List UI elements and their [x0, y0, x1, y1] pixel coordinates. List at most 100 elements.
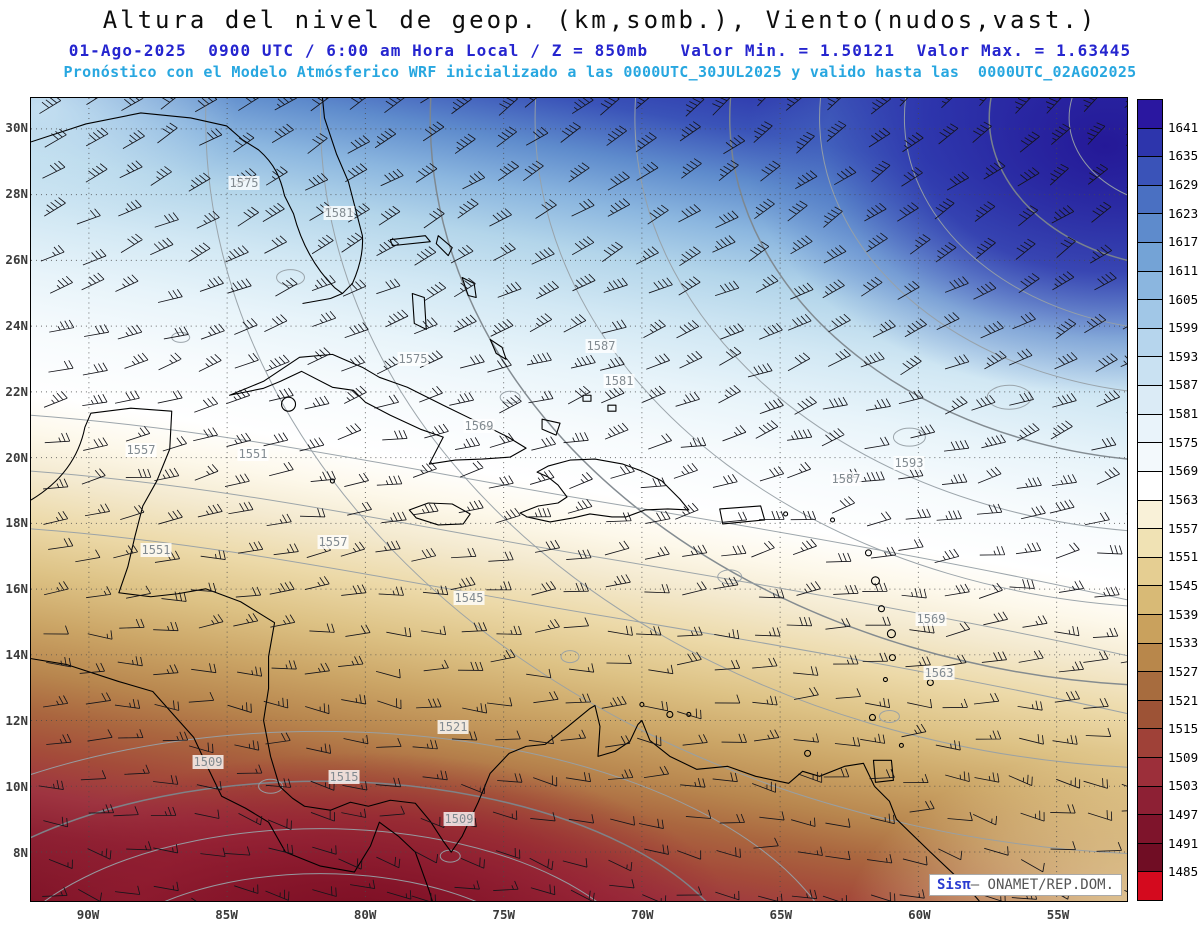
colorbar-tick-label: 1521: [1168, 692, 1199, 708]
colorbar-tick-label: 1491: [1168, 835, 1199, 851]
contour-value-label: 1509: [192, 755, 224, 769]
colorbar-tick-label: 1515: [1168, 721, 1199, 737]
colorbar-segment: [1138, 556, 1162, 586]
colorbar-segment: [1138, 757, 1162, 786]
colorbar-tick-label: 1545: [1168, 577, 1199, 593]
lon-tick-label: 90W: [76, 907, 100, 922]
colorbar-segment: [1138, 242, 1162, 271]
contour-value-label: 1581: [603, 374, 635, 388]
colorbar-tick-label: 1509: [1168, 749, 1199, 765]
coastline-puerto-rico: [719, 505, 766, 525]
colorbar-segment: [1138, 528, 1162, 557]
lon-tick-label: 75W: [492, 907, 515, 922]
chart-title: Altura del nivel de geop. (km,somb.), Vi…: [102, 6, 1098, 34]
colorbar-tick-label: 1503: [1168, 778, 1199, 794]
contour-value-label: 1557: [317, 535, 349, 549]
colorbar-segment: [1138, 270, 1162, 300]
colorbar-segment: [1138, 814, 1162, 843]
colorbar-tick-label: 1485: [1168, 864, 1199, 880]
watermark-text: – ONAMET/REP.DOM.: [970, 877, 1114, 893]
colorbar-tick-label: 1599: [1168, 320, 1199, 336]
colorbar-tick-label: 1551: [1168, 549, 1199, 565]
lon-tick-label: 60W: [908, 907, 931, 922]
watermark: Sisπ– ONAMET/REP.DOM.: [928, 874, 1122, 896]
colorbar-segment: [1138, 413, 1162, 443]
colorbar-segment: [1138, 671, 1162, 700]
colorbar-segment: [1138, 613, 1162, 643]
contour-lines: [31, 98, 1127, 901]
colorbar-segment: [1138, 100, 1162, 128]
coastline-central-south-america: [31, 407, 980, 901]
coastline-hispaniola: [519, 458, 690, 523]
contour-value-label: 1587: [585, 339, 617, 353]
colorbar-segment: [1138, 299, 1162, 328]
colorbar-segment: [1138, 156, 1162, 185]
colorbar-segment: [1138, 585, 1162, 614]
grid-lines: [31, 98, 1127, 901]
coastline-isla-juventud: [280, 396, 297, 412]
lat-tick-label: 30N: [5, 120, 28, 135]
colorbar-tick-label: 1635: [1168, 148, 1199, 164]
chart-subtitle-model: Pronóstico con el Modelo Atmósferico WRF…: [63, 63, 1137, 81]
colorbar-tick-label: 1539: [1168, 606, 1199, 622]
lat-tick-label: 26N: [5, 251, 28, 267]
colorbar-segment: [1138, 699, 1162, 729]
contour-value-label: 1509: [443, 812, 475, 826]
lat-tick-label: 12N: [5, 713, 28, 729]
colorbar-tick-label: 1611: [1168, 262, 1199, 278]
contour-value-label: 1581: [323, 206, 355, 220]
colorbar-tick-label: 1557: [1168, 520, 1199, 536]
contour-value-label: 1521: [437, 720, 469, 734]
colorbar-segment: [1138, 470, 1162, 500]
coastline-cuba: [229, 353, 527, 465]
wind-barbs: [38, 98, 1127, 901]
colorbar-tick-label: 1569: [1168, 463, 1199, 479]
coastline-bahamas: [389, 235, 617, 436]
colorbar-tick-label: 1593: [1168, 348, 1199, 364]
colorbar-tick-label: 1527: [1168, 663, 1199, 679]
colorbar-tick-label: 1581: [1168, 406, 1199, 422]
chart-subtitle-validtime: 01-Ago-2025 0900 UTC / 6:00 am Hora Loca…: [68, 41, 1132, 60]
colorbar-tick-label: 1623: [1168, 205, 1199, 221]
contour-value-label: 1515: [328, 770, 360, 784]
map-canvas: 1575 1581 1575 1587 1581 1569 1557 1551 1593 1587…: [30, 97, 1128, 902]
coastline-jamaica: [408, 502, 471, 526]
colorbar-segment: [1138, 728, 1162, 758]
colorbar-segment: [1138, 184, 1162, 214]
coastline-pacific: [31, 658, 433, 901]
contour-value-label: 1569: [463, 419, 495, 433]
contour-value-label: 1575: [397, 352, 429, 366]
colorbar-segment: [1138, 127, 1162, 157]
colorbar-segment: [1138, 785, 1162, 815]
contour-value-label: 1563: [923, 666, 955, 680]
contour-value-label: 1545: [453, 591, 485, 605]
colorbar-tick-label: 1587: [1168, 377, 1199, 393]
coastline-trinidad: [872, 759, 894, 783]
colorbar-tick-label: 1629: [1168, 176, 1199, 192]
colorbar-tick-label: 1533: [1168, 635, 1199, 651]
colorbar-tick-label: 1575: [1168, 434, 1199, 450]
colorbar-segment: [1138, 385, 1162, 414]
lat-tick-label: 10N: [5, 779, 28, 794]
colorbar-segment: [1138, 499, 1162, 529]
lat-tick-label: 16N: [5, 581, 28, 597]
coastline-us-florida: [31, 98, 364, 305]
colorbar-tick-label: 1617: [1168, 234, 1199, 250]
colorbar-tick-label: 1641: [1168, 119, 1199, 135]
lat-tick-label: 28N: [5, 185, 28, 201]
contour-value-label: 1551: [237, 447, 269, 461]
lat-tick-label: 8N: [12, 844, 28, 860]
colorbar-tick-label: 1497: [1168, 807, 1199, 823]
colorbar-segment: [1138, 642, 1162, 672]
colorbar-segment: [1138, 327, 1162, 357]
lon-tick-label: 65W: [769, 907, 793, 922]
lon-tick-label: 80W: [353, 907, 377, 922]
lat-tick-label: 24N: [5, 317, 28, 333]
lat-tick-label: 22N: [5, 383, 28, 399]
map-overlay: [31, 98, 1127, 901]
colorbar-segment: [1138, 871, 1162, 901]
lat-tick-label: 14N: [5, 647, 28, 663]
colorbar: [1137, 99, 1163, 901]
colorbar-segment: [1138, 356, 1162, 386]
contour-value-label: 1551: [140, 543, 172, 557]
